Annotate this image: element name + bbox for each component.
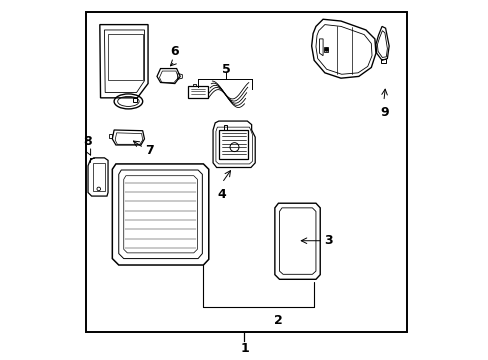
- Text: 8: 8: [83, 135, 92, 148]
- Text: 2: 2: [273, 314, 282, 327]
- Text: 1: 1: [240, 342, 248, 355]
- FancyBboxPatch shape: [85, 12, 406, 332]
- Text: 3: 3: [324, 234, 332, 247]
- Text: 4: 4: [217, 188, 226, 201]
- Text: 7: 7: [145, 144, 154, 157]
- Text: 6: 6: [170, 45, 179, 58]
- Text: 9: 9: [380, 107, 388, 120]
- Text: 5: 5: [221, 63, 230, 76]
- Ellipse shape: [325, 48, 327, 51]
